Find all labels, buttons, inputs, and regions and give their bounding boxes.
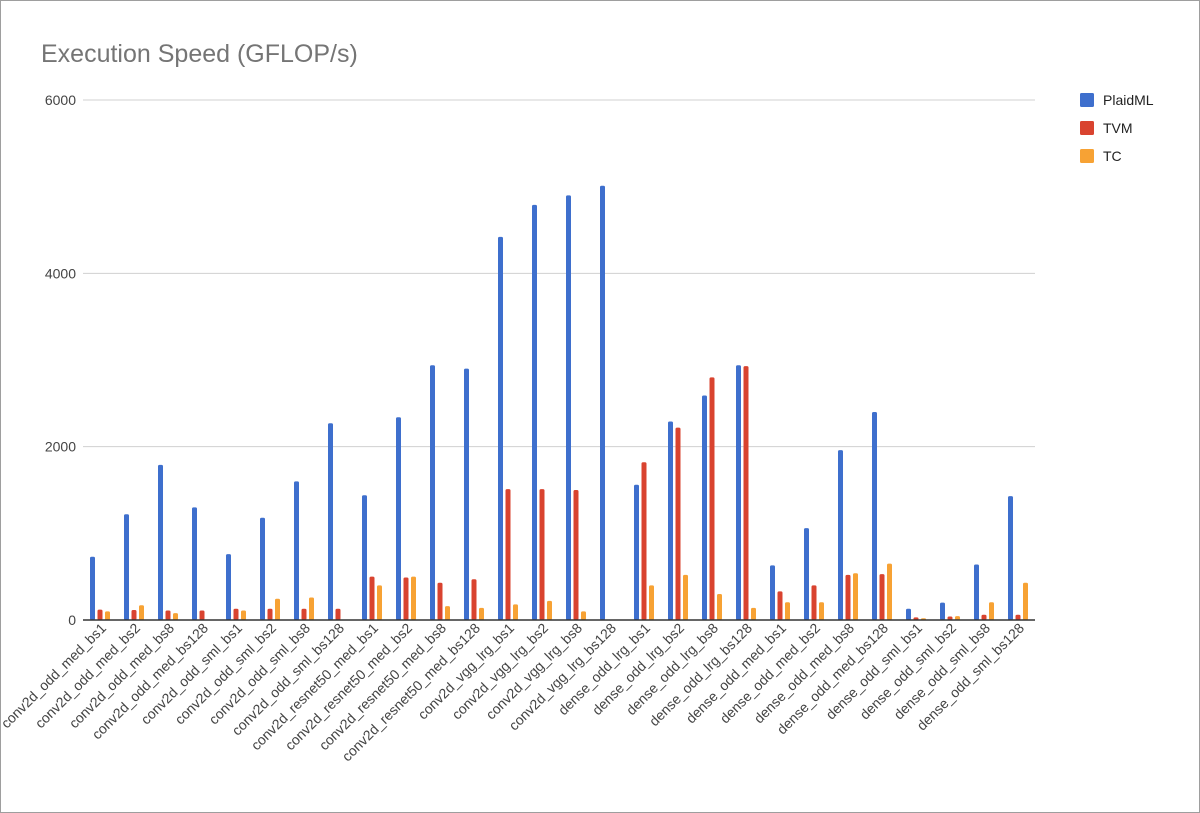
bar-plaidml-dense_odd_lrg_bs1 [634, 484, 639, 620]
bar-plaidml-dense_odd_med_bs8 [838, 450, 843, 620]
bar-tvm-dense_odd_lrg_bs1 [641, 462, 647, 620]
bar-plaidml-conv2d_vgg_lrg_bs2 [532, 204, 537, 620]
bar-tc-dense_odd_med_bs1 [785, 602, 790, 620]
bar-plaidml-conv2d_odd_sml_bs128 [328, 423, 333, 620]
bar-tc-dense_odd_lrg_bs8 [717, 594, 722, 620]
bar-tc-dense_odd_lrg_bs2 [683, 574, 688, 620]
bar-tvm-conv2d_resnet50_med_bs1 [369, 576, 375, 620]
bar-tc-conv2d_resnet50_med_bs8 [445, 606, 450, 620]
chart-title: Execution Speed (GFLOP/s) [41, 40, 358, 68]
y-tick-label-2000: 2000 [45, 439, 76, 455]
bars [90, 185, 1028, 621]
bar-tc-conv2d_odd_sml_bs8 [309, 597, 314, 620]
bar-tvm-dense_odd_lrg_bs8 [709, 377, 715, 620]
bar-tvm-dense_odd_sml_bs2 [947, 616, 953, 620]
bar-tc-dense_odd_med_bs8 [853, 573, 858, 620]
bar-tvm-conv2d_resnet50_med_bs128 [471, 579, 477, 620]
bar-tvm-conv2d_odd_med_bs128 [199, 610, 205, 620]
bar-tc-dense_odd_med_bs128 [887, 563, 892, 620]
bar-tc-dense_odd_lrg_bs128 [751, 607, 756, 620]
bar-tvm-dense_odd_med_bs2 [811, 585, 817, 620]
y-axis: 0 2000 4000 6000 [45, 92, 76, 628]
legend-swatch-tvm [1080, 121, 1094, 135]
bar-tvm-conv2d_odd_sml_bs1 [233, 608, 239, 620]
bar-tc-dense_odd_sml_bs2 [955, 616, 960, 620]
bar-plaidml-dense_odd_med_bs1 [770, 565, 775, 620]
legend-label-plaidml: PlaidML [1103, 92, 1154, 108]
bar-tc-conv2d_odd_med_bs2 [139, 605, 144, 620]
bar-tc-dense_odd_lrg_bs1 [649, 585, 654, 620]
bar-tvm-conv2d_odd_sml_bs128 [335, 608, 341, 620]
bar-plaidml-conv2d_resnet50_med_bs128 [464, 368, 469, 620]
bar-tvm-conv2d_resnet50_med_bs2 [403, 577, 409, 620]
bar-tc-dense_odd_sml_bs128 [1023, 582, 1028, 620]
y-tick-label-4000: 4000 [45, 265, 76, 281]
legend-swatch-plaidml [1080, 93, 1094, 107]
bar-plaidml-conv2d_odd_sml_bs8 [294, 481, 299, 620]
bar-plaidml-dense_odd_med_bs128 [872, 412, 877, 620]
bar-plaidml-dense_odd_sml_bs128 [1008, 496, 1013, 620]
legend-label-tvm: TVM [1103, 120, 1133, 136]
bar-tvm-conv2d_odd_med_bs2 [131, 610, 137, 620]
bar-plaidml-dense_odd_lrg_bs2 [668, 421, 673, 620]
bar-tvm-conv2d_odd_sml_bs8 [301, 608, 307, 620]
bar-tvm-dense_odd_med_bs128 [879, 574, 885, 620]
bar-tc-conv2d_vgg_lrg_bs1 [513, 604, 518, 620]
bar-tvm-conv2d_odd_sml_bs2 [267, 608, 273, 620]
bar-tc-conv2d_resnet50_med_bs128 [479, 607, 484, 620]
bar-plaidml-conv2d_odd_med_bs1 [90, 556, 95, 620]
bar-plaidml-conv2d_odd_sml_bs2 [260, 517, 265, 620]
bar-tvm-conv2d_odd_med_bs1 [97, 609, 103, 620]
bar-tvm-dense_odd_sml_bs128 [1015, 614, 1021, 620]
bar-plaidml-dense_odd_lrg_bs128 [736, 365, 741, 620]
bar-plaidml-dense_odd_med_bs2 [804, 528, 809, 620]
bar-plaidml-conv2d_resnet50_med_bs1 [362, 495, 367, 620]
bar-tc-conv2d_vgg_lrg_bs2 [547, 600, 552, 620]
bar-tc-conv2d_resnet50_med_bs2 [411, 576, 416, 620]
bar-tvm-conv2d_resnet50_med_bs8 [437, 582, 443, 620]
bar-tc-conv2d_vgg_lrg_bs8 [581, 611, 586, 620]
bar-plaidml-dense_odd_lrg_bs8 [702, 395, 707, 620]
gridlines [83, 99, 1035, 448]
bar-plaidml-dense_odd_sml_bs1 [906, 608, 911, 620]
bar-tc-conv2d_odd_sml_bs2 [275, 598, 280, 620]
legend: PlaidML TVM TC [1080, 92, 1154, 164]
bar-tvm-dense_odd_sml_bs8 [981, 614, 987, 620]
bar-tvm-conv2d_odd_med_bs8 [165, 610, 171, 620]
bar-plaidml-conv2d_odd_med_bs2 [124, 514, 129, 620]
bar-tvm-dense_odd_lrg_bs128 [743, 366, 749, 620]
bar-plaidml-conv2d_resnet50_med_bs8 [430, 365, 435, 620]
bar-plaidml-conv2d_vgg_lrg_bs8 [566, 195, 571, 621]
bar-tvm-dense_odd_lrg_bs2 [675, 427, 681, 620]
bar-tc-dense_odd_med_bs2 [819, 602, 824, 620]
bar-tc-conv2d_odd_med_bs1 [105, 611, 110, 620]
bar-plaidml-conv2d_odd_sml_bs1 [226, 554, 231, 620]
bar-tc-dense_odd_sml_bs8 [989, 602, 994, 620]
bar-plaidml-conv2d_vgg_lrg_bs128 [600, 185, 605, 621]
legend-swatch-tc [1080, 149, 1094, 163]
bar-tvm-conv2d_vgg_lrg_bs1 [505, 489, 511, 620]
bar-tvm-conv2d_vgg_lrg_bs8 [573, 490, 579, 620]
bar-plaidml-conv2d_vgg_lrg_bs1 [498, 236, 503, 620]
bar-tvm-dense_odd_med_bs8 [845, 574, 851, 620]
bar-plaidml-conv2d_resnet50_med_bs2 [396, 417, 401, 620]
bar-plaidml-dense_odd_sml_bs2 [940, 602, 945, 620]
bar-tvm-conv2d_vgg_lrg_bs2 [539, 489, 545, 620]
bar-plaidml-conv2d_odd_med_bs8 [158, 464, 163, 620]
bar-plaidml-dense_odd_sml_bs8 [974, 564, 979, 620]
y-tick-label-0: 0 [68, 612, 76, 628]
bar-plaidml-conv2d_odd_med_bs128 [192, 507, 197, 620]
x-axis: conv2d_odd_med_bs1conv2d_odd_med_bs2conv… [0, 620, 1027, 765]
bar-tc-conv2d_odd_sml_bs1 [241, 610, 246, 620]
legend-label-tc: TC [1103, 148, 1122, 164]
bar-tc-conv2d_resnet50_med_bs1 [377, 585, 382, 620]
bar-tc-conv2d_odd_med_bs8 [173, 613, 178, 620]
y-tick-label-6000: 6000 [45, 92, 76, 108]
bar-tvm-dense_odd_med_bs1 [777, 591, 783, 620]
